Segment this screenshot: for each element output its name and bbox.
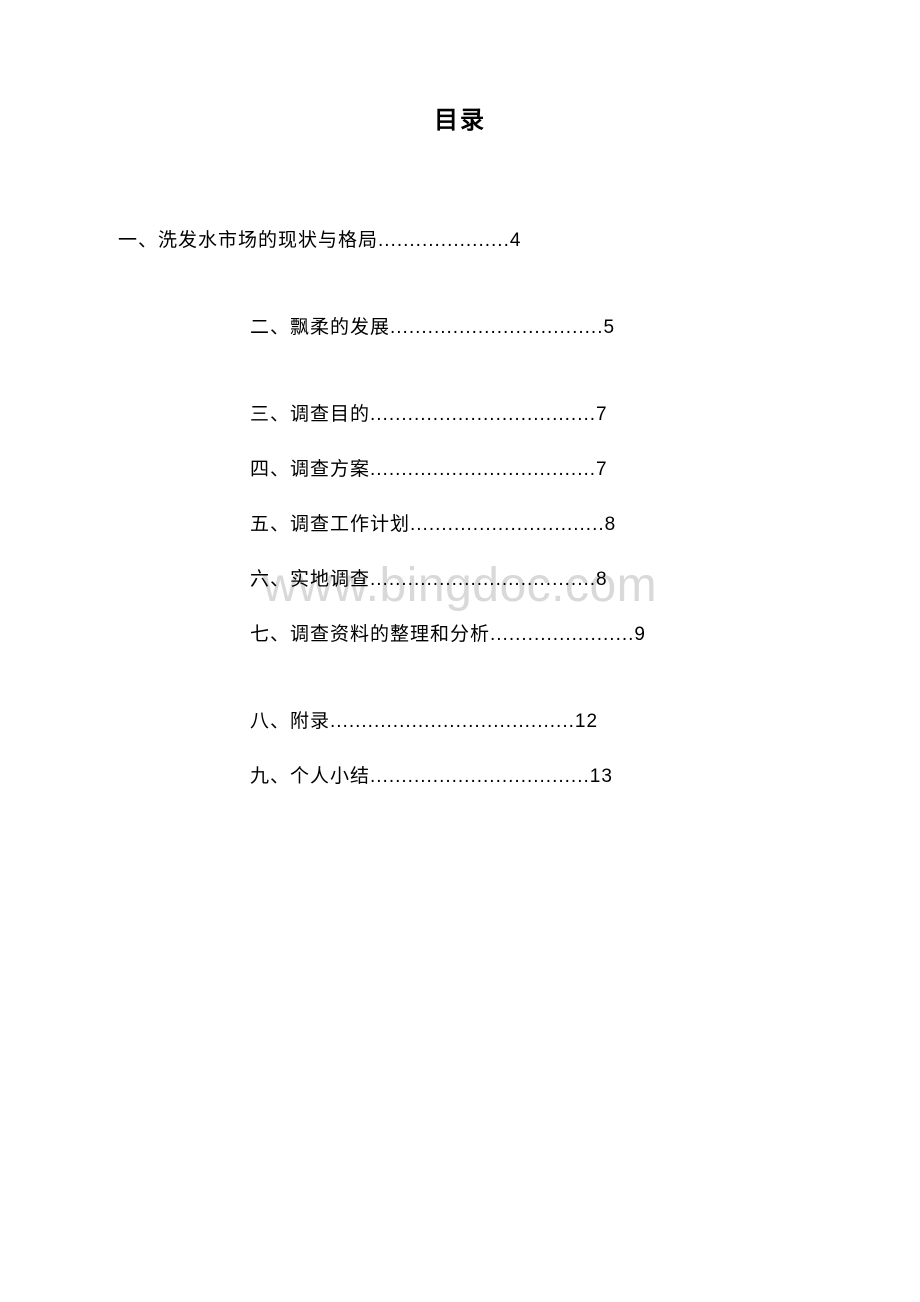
toc-item-7: 七、调查资料的整理和分析.......................9 — [250, 619, 802, 646]
toc-item-8: 八、附录....................................… — [250, 706, 802, 733]
toc-item-1: 一、洗发水市场的现状与格局.....................4 — [118, 225, 802, 252]
toc-item-4: 四、调查方案..................................… — [250, 454, 802, 481]
toc-item-6: 六、实地调查..................................… — [250, 564, 802, 591]
document-page: 目录 一、洗发水市场的现状与格局.....................4 二… — [0, 0, 920, 788]
toc-item-2: 二、飘柔的发展.................................… — [250, 312, 802, 339]
toc-group: 二、飘柔的发展.................................… — [118, 312, 802, 788]
page-title: 目录 — [118, 100, 802, 135]
toc-item-5: 五、调查工作计划...............................8 — [250, 509, 802, 536]
toc-item-3: 三、调查目的..................................… — [250, 399, 802, 426]
toc-item-9: 九、个人小结..................................… — [250, 761, 802, 788]
